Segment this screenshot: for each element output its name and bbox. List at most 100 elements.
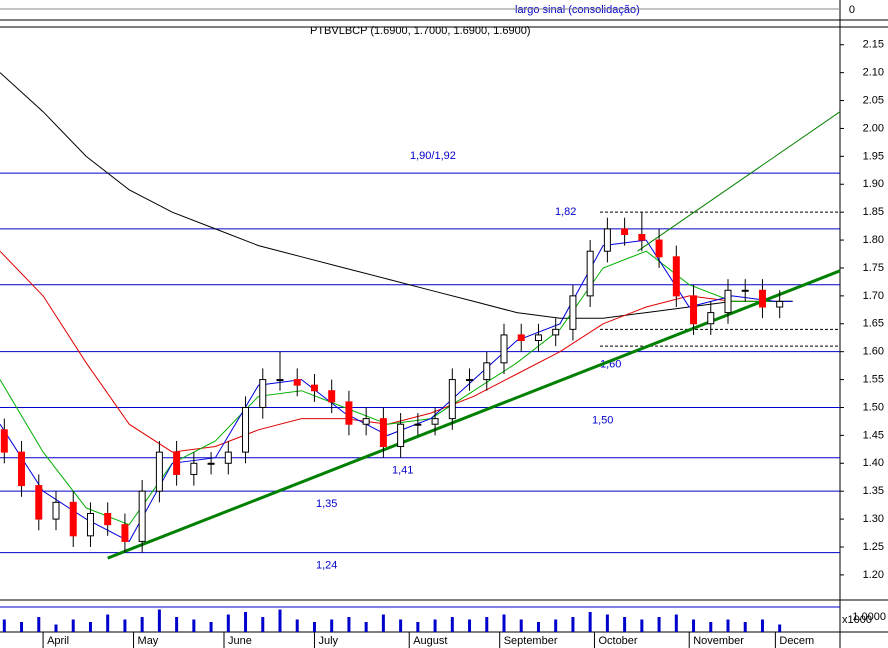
volume-unit: x1000 (842, 614, 872, 626)
candle-body (414, 423, 422, 426)
candle-body (362, 418, 370, 425)
moving-average (0, 250, 793, 453)
candle-body (466, 379, 474, 382)
candle-body (758, 289, 766, 308)
y-tick-label: 1.85 (863, 206, 884, 218)
candle-body (517, 334, 525, 342)
candle-body (379, 418, 387, 448)
candle-body (500, 334, 508, 364)
volume-bar (244, 612, 248, 632)
y-tick-label: 1.75 (863, 262, 884, 274)
candle-body (293, 379, 301, 386)
y-tick-label: 1.90 (863, 178, 884, 190)
y-tick-label: 2.05 (863, 94, 884, 106)
level-label: 1,50 (592, 414, 613, 426)
candle-body (707, 312, 715, 325)
volume-bar (278, 609, 282, 632)
chart-title: PTBVLBCP (1.6900, 1.7000, 1.6900, 1.6900… (310, 25, 531, 37)
candle-body (173, 451, 181, 475)
candle-body (724, 289, 732, 314)
volume-bar (381, 614, 385, 632)
x-tick-label: August (413, 635, 447, 647)
candle-body (310, 384, 318, 392)
y-tick-label: 1.25 (863, 541, 884, 553)
volume-bar (157, 609, 161, 632)
candle-body (569, 295, 577, 330)
candle-body (0, 429, 8, 453)
volume-bar (312, 622, 316, 632)
y-tick-label: 1.35 (863, 485, 884, 497)
volume-bar (261, 617, 265, 632)
candle-body (18, 451, 26, 487)
volume-bar (605, 614, 609, 632)
candle-body (86, 513, 94, 537)
trendline (637, 111, 841, 252)
level-label: 1,82 (555, 206, 576, 218)
candle-body (448, 379, 456, 420)
y-tick-label: 1.70 (863, 290, 884, 302)
candle-body (259, 379, 267, 408)
y-tick-label: 1.30 (863, 513, 884, 525)
y-tick-label: 1.20 (863, 569, 884, 581)
volume-bar (140, 617, 144, 632)
x-tick-label: Decem (779, 635, 814, 647)
volume-bar (330, 619, 334, 632)
level-label: 1,41 (392, 465, 413, 477)
y-tick-label: 1.45 (863, 429, 884, 441)
macd-tick-label: 0 (849, 4, 855, 16)
volume-bar (778, 624, 782, 632)
moving-average (0, 239, 793, 543)
candle-body (655, 239, 663, 258)
indicator-label: largo sinal (consolidação) (515, 4, 640, 16)
volume-bar (760, 619, 764, 632)
y-tick-label: 2.00 (863, 122, 884, 134)
volume-bar (485, 617, 489, 632)
candle-body (276, 379, 284, 382)
candle-body (224, 451, 232, 464)
volume-bar (588, 612, 592, 632)
y-tick-label: 1.55 (863, 373, 884, 385)
volume-bar (209, 622, 213, 632)
candle-body (138, 490, 146, 542)
candle-body (121, 524, 129, 542)
x-tick-label: October (598, 635, 637, 647)
volume-bar (123, 619, 127, 632)
candle-body (104, 513, 112, 526)
volume-bar (726, 619, 730, 632)
volume-bar (657, 617, 661, 632)
volume-bar (88, 622, 92, 632)
candle-body (328, 390, 336, 403)
y-tick-label: 1.95 (863, 150, 884, 162)
x-tick-label: November (693, 635, 744, 647)
volume-bar (571, 617, 575, 632)
level-label: 1,35 (316, 498, 337, 510)
volume-tick-label: 1.0000 (852, 611, 886, 623)
y-tick-label: 1.60 (863, 346, 884, 358)
volume-bar (399, 619, 403, 632)
trendline (107, 269, 841, 560)
volume-bar (2, 619, 6, 632)
volume-bar (364, 622, 368, 632)
volume-bar (20, 622, 24, 632)
candle-body (741, 289, 749, 292)
candle-body (190, 462, 198, 475)
y-tick-label: 2.10 (863, 67, 884, 79)
candle-body (552, 328, 560, 336)
x-tick-label: April (47, 635, 69, 647)
y-tick-label: 1.80 (863, 234, 884, 246)
moving-average (0, 250, 793, 526)
y-tick-label: 1.65 (863, 318, 884, 330)
candle-body (52, 501, 60, 520)
candle-body (690, 295, 698, 325)
candle-body (621, 228, 629, 235)
volume-bar (519, 619, 523, 632)
volume-bar (674, 614, 678, 632)
candle-body (397, 423, 405, 448)
candle-body (776, 300, 784, 308)
volume-bar (54, 624, 58, 632)
volume-bar (295, 619, 299, 632)
x-tick-label: June (228, 635, 252, 647)
volume-bar (640, 619, 644, 632)
